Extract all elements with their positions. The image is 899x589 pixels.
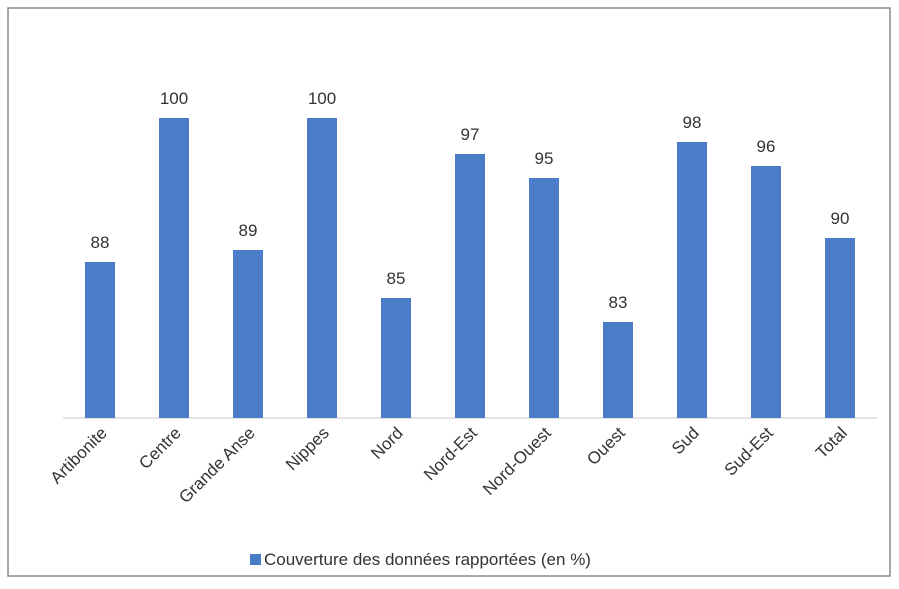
data-label: 85 xyxy=(387,269,406,288)
bar xyxy=(307,118,337,418)
data-label: 97 xyxy=(461,125,480,144)
bar xyxy=(85,262,115,418)
data-label: 90 xyxy=(831,209,850,228)
bar xyxy=(751,166,781,418)
bar xyxy=(603,322,633,418)
data-label: 88 xyxy=(91,233,110,252)
bar xyxy=(455,154,485,418)
bar xyxy=(825,238,855,418)
data-label: 100 xyxy=(160,89,188,108)
chart-frame xyxy=(7,7,891,577)
data-label: 100 xyxy=(308,89,336,108)
bar xyxy=(677,142,707,418)
data-label: 83 xyxy=(609,293,628,312)
bar xyxy=(233,250,263,418)
legend-swatch xyxy=(250,554,261,565)
data-label: 95 xyxy=(535,149,554,168)
bar xyxy=(529,178,559,418)
bar xyxy=(159,118,189,418)
bar xyxy=(381,298,411,418)
data-label: 98 xyxy=(683,113,702,132)
legend-label: Couverture des données rapportées (en %) xyxy=(264,550,591,569)
data-label: 89 xyxy=(239,221,258,240)
data-label: 96 xyxy=(757,137,776,156)
